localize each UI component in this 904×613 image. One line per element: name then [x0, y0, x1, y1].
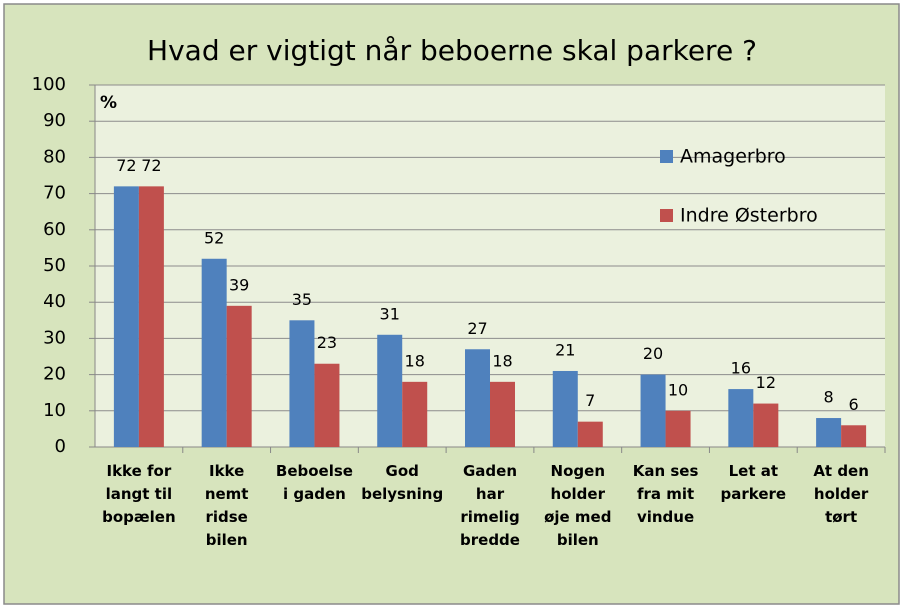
x-tick-label-line: rimelig — [460, 508, 519, 526]
data-label: 31 — [380, 304, 400, 323]
bar — [841, 425, 867, 447]
bar — [490, 381, 515, 447]
bar — [728, 389, 754, 447]
bar — [113, 186, 139, 448]
bar — [577, 421, 603, 447]
y-unit-label: % — [100, 93, 117, 113]
data-label: 21 — [555, 340, 575, 359]
x-tick-label: Let at parkere — [721, 462, 787, 503]
legend-swatch — [660, 150, 673, 163]
y-tick-label: 10 — [43, 400, 66, 421]
x-tick-label-line: parkere — [721, 485, 787, 503]
x-tick-label-line: Let at — [729, 462, 778, 480]
x-tick-label-line: Nogen — [551, 462, 605, 480]
y-tick-label: 50 — [43, 255, 66, 276]
bar — [665, 410, 691, 447]
x-tick-label-line: At den — [813, 462, 869, 480]
y-tick-label: 70 — [43, 183, 66, 204]
bar — [226, 305, 252, 447]
data-label: 52 — [204, 228, 224, 247]
data-label: 23 — [317, 333, 337, 352]
x-tick-label-line: bopælen — [102, 508, 176, 526]
data-label: 16 — [731, 359, 751, 378]
x-tick-label-line: belysning — [361, 485, 443, 503]
x-tick-label: Nogen holder øje med bilen — [544, 462, 611, 549]
x-tick-label-line: fra mit — [637, 485, 694, 503]
data-label: 8 — [824, 388, 834, 407]
data-label: 18 — [492, 351, 512, 370]
bar — [201, 258, 227, 447]
x-tick-label-line: langt til — [106, 485, 173, 503]
bar — [289, 320, 315, 447]
x-tick-label-line: Ikke for — [107, 462, 172, 480]
data-label: 35 — [292, 290, 312, 309]
legend-swatch — [660, 209, 673, 222]
x-tick-label: God belysning — [361, 462, 443, 503]
y-tick-label: 80 — [43, 146, 66, 167]
x-tick-label-line: i gaden — [283, 485, 346, 503]
data-label: 27 — [467, 319, 487, 338]
y-tick-label: 90 — [43, 110, 66, 131]
data-label: 12 — [756, 373, 776, 392]
legend-label: Amagerbro — [680, 146, 786, 168]
x-tick-label: At den holder tørt — [813, 462, 869, 526]
data-label: 7 — [585, 391, 595, 410]
bar — [138, 186, 164, 448]
bar — [816, 418, 842, 447]
x-tick-label-line: Beboelse — [276, 462, 353, 480]
x-tick-label-line: holder — [551, 485, 606, 503]
y-tick-label: 20 — [43, 364, 66, 385]
x-tick-label-line: holder — [814, 485, 869, 503]
y-tick-label: 0 — [55, 436, 66, 457]
data-label: 10 — [668, 380, 688, 399]
data-label: 6 — [849, 395, 859, 414]
x-tick-label-line: bredde — [460, 531, 520, 549]
bar — [552, 370, 578, 447]
bar — [465, 349, 490, 447]
x-tick-label: Kan ses fra mit vindue — [633, 462, 699, 526]
x-tick-label-line: tørt — [825, 508, 857, 526]
x-tick-label: Ikke for langt til bopælen — [102, 462, 176, 526]
x-tick-label-line: Gaden — [463, 462, 517, 480]
bar — [640, 374, 666, 447]
bar — [753, 403, 779, 447]
x-tick-label-line: God — [386, 462, 419, 480]
y-tick-label: 100 — [32, 74, 66, 95]
x-tick-label-line: vindue — [637, 508, 694, 526]
bar — [402, 381, 428, 447]
x-tick-label-line: bilen — [557, 531, 599, 549]
x-tick-label: Beboelse i gaden — [276, 462, 353, 503]
x-tick-label-line: øje med — [544, 508, 611, 526]
x-tick-label-line: ridse — [205, 508, 247, 526]
data-label: 72 — [116, 156, 136, 175]
x-tick-label-line: Kan ses — [633, 462, 699, 480]
legend-label: Indre Østerbro — [680, 205, 818, 227]
data-label: 72 — [141, 156, 161, 175]
bar — [377, 334, 403, 447]
y-tick-label: 40 — [43, 291, 66, 312]
x-tick-label: Ikke nemt ridse bilen — [205, 462, 249, 549]
y-tick-label: 30 — [43, 327, 66, 348]
data-label: 39 — [229, 275, 249, 294]
x-tick-label: Gaden har rimelig bredde — [460, 462, 520, 549]
data-label: 18 — [405, 351, 425, 370]
bar — [314, 363, 340, 447]
x-tick-label-line: bilen — [206, 531, 248, 549]
x-tick-label-line: har — [476, 485, 505, 503]
x-tick-label-line: Ikke — [209, 462, 244, 480]
data-label: 20 — [643, 344, 663, 363]
chart-title: Hvad er vigtigt når beboerne skal parker… — [147, 34, 757, 67]
x-tick-label-line: nemt — [205, 485, 249, 503]
y-tick-label: 60 — [43, 219, 66, 240]
